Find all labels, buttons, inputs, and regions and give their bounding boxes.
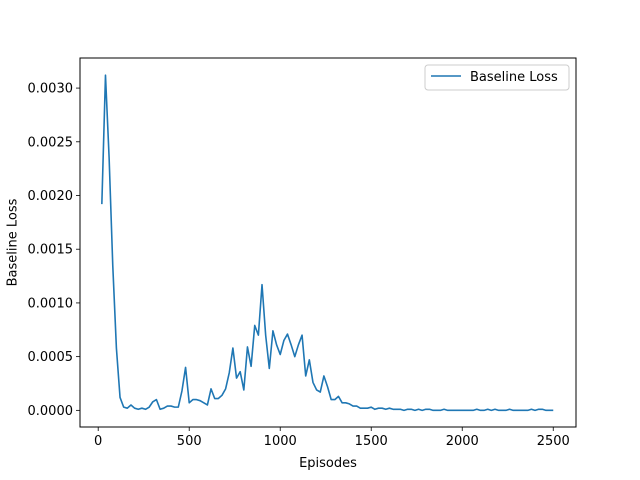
y-tick-label: 0.0005 <box>28 350 74 365</box>
x-axis-ticks: 0 500 1000 1500 2000 2500 <box>94 427 570 449</box>
y-tick-label: 0.0010 <box>28 296 74 311</box>
x-tick-label: 2500 <box>537 434 570 449</box>
y-tick-label: 0.0020 <box>28 189 74 204</box>
y-axis-ticks: 0.0000 0.0005 0.0010 0.0015 0.0020 0.0025 0.00… <box>28 82 80 419</box>
y-tick-label: 0.0030 <box>28 82 74 97</box>
plot-frame <box>79 57 577 428</box>
x-tick-label: 0 <box>94 434 102 449</box>
y-tick-label: 0.0025 <box>28 135 74 150</box>
x-tick-label: 1000 <box>264 434 297 449</box>
series-line-0 <box>101 74 554 412</box>
y-tick-label: 0.0015 <box>28 243 74 258</box>
legend: Baseline Loss <box>424 64 570 91</box>
y-tick-label: 0.0000 <box>28 404 74 419</box>
x-tick-label: 2000 <box>446 434 479 449</box>
plot-area <box>101 74 554 412</box>
y-axis-label: Baseline Loss <box>6 198 21 286</box>
legend-box <box>424 64 570 91</box>
legend-label-baseline-loss: Baseline Loss <box>470 70 558 85</box>
x-axis-label: Episodes <box>299 456 357 471</box>
x-tick-label: 1500 <box>355 434 388 449</box>
x-tick-label: 500 <box>177 434 202 449</box>
